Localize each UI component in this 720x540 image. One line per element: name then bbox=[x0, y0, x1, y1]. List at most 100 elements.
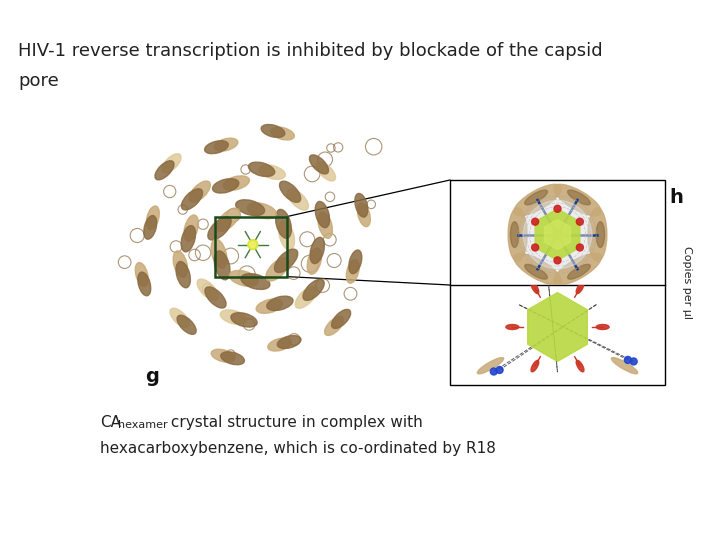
Bar bbox=[215, 217, 287, 276]
Circle shape bbox=[531, 244, 539, 251]
Circle shape bbox=[248, 240, 258, 249]
Circle shape bbox=[541, 248, 549, 255]
Ellipse shape bbox=[177, 315, 196, 334]
Ellipse shape bbox=[268, 338, 292, 351]
Ellipse shape bbox=[349, 250, 362, 274]
Ellipse shape bbox=[231, 313, 257, 327]
Ellipse shape bbox=[181, 189, 202, 210]
Ellipse shape bbox=[135, 262, 148, 286]
Text: h: h bbox=[669, 188, 683, 207]
Ellipse shape bbox=[279, 181, 301, 202]
Ellipse shape bbox=[355, 193, 368, 217]
Ellipse shape bbox=[310, 237, 325, 264]
Ellipse shape bbox=[261, 125, 285, 137]
Bar bbox=[450, 180, 665, 385]
Ellipse shape bbox=[146, 206, 159, 230]
Ellipse shape bbox=[531, 282, 539, 294]
Ellipse shape bbox=[170, 308, 189, 327]
Ellipse shape bbox=[162, 154, 181, 173]
Ellipse shape bbox=[221, 352, 244, 365]
Ellipse shape bbox=[144, 215, 157, 239]
Text: CA: CA bbox=[100, 415, 121, 430]
Ellipse shape bbox=[223, 176, 249, 190]
Circle shape bbox=[531, 218, 539, 225]
Ellipse shape bbox=[611, 357, 638, 374]
Ellipse shape bbox=[279, 221, 294, 250]
Ellipse shape bbox=[266, 258, 289, 281]
Ellipse shape bbox=[510, 222, 519, 247]
Ellipse shape bbox=[204, 141, 228, 154]
Ellipse shape bbox=[241, 274, 270, 289]
Ellipse shape bbox=[276, 210, 292, 238]
Ellipse shape bbox=[567, 265, 590, 279]
Ellipse shape bbox=[248, 162, 275, 177]
Circle shape bbox=[496, 367, 503, 374]
Ellipse shape bbox=[181, 226, 196, 252]
Ellipse shape bbox=[211, 349, 235, 362]
Ellipse shape bbox=[325, 316, 343, 335]
Ellipse shape bbox=[588, 208, 607, 261]
Circle shape bbox=[554, 257, 561, 264]
Circle shape bbox=[576, 244, 583, 251]
Ellipse shape bbox=[155, 161, 174, 180]
Text: hexacarboxybenzene, which is co-ordinated by R18: hexacarboxybenzene, which is co-ordinate… bbox=[100, 441, 496, 456]
Circle shape bbox=[552, 231, 560, 239]
Ellipse shape bbox=[229, 271, 258, 286]
Ellipse shape bbox=[567, 190, 590, 205]
Ellipse shape bbox=[267, 296, 293, 310]
Ellipse shape bbox=[525, 190, 547, 205]
Ellipse shape bbox=[525, 265, 547, 279]
Ellipse shape bbox=[176, 261, 190, 288]
Ellipse shape bbox=[184, 215, 199, 241]
Ellipse shape bbox=[256, 299, 282, 313]
Ellipse shape bbox=[174, 251, 187, 277]
Circle shape bbox=[523, 200, 592, 269]
Ellipse shape bbox=[576, 282, 584, 294]
Ellipse shape bbox=[197, 279, 218, 300]
Circle shape bbox=[541, 245, 549, 252]
Ellipse shape bbox=[318, 212, 333, 238]
Circle shape bbox=[554, 205, 561, 212]
Circle shape bbox=[576, 218, 583, 225]
Circle shape bbox=[490, 368, 498, 375]
Ellipse shape bbox=[506, 325, 519, 329]
Circle shape bbox=[554, 231, 563, 239]
Ellipse shape bbox=[271, 127, 294, 140]
Ellipse shape bbox=[576, 360, 584, 372]
Ellipse shape bbox=[189, 181, 210, 202]
Ellipse shape bbox=[514, 253, 562, 285]
Ellipse shape bbox=[215, 251, 230, 280]
Ellipse shape bbox=[346, 260, 359, 283]
Ellipse shape bbox=[259, 165, 285, 179]
Ellipse shape bbox=[554, 253, 601, 285]
Ellipse shape bbox=[248, 203, 276, 219]
Text: Copies per μl: Copies per μl bbox=[682, 246, 692, 319]
Ellipse shape bbox=[277, 335, 301, 348]
Ellipse shape bbox=[235, 200, 265, 215]
Ellipse shape bbox=[214, 138, 238, 151]
Ellipse shape bbox=[217, 208, 240, 232]
Ellipse shape bbox=[508, 208, 527, 261]
Ellipse shape bbox=[303, 279, 324, 300]
Text: HIV-1 reverse transcription is inhibited by blockade of the capsid: HIV-1 reverse transcription is inhibited… bbox=[18, 42, 603, 60]
Ellipse shape bbox=[307, 248, 322, 274]
Circle shape bbox=[554, 232, 562, 240]
Circle shape bbox=[630, 358, 637, 365]
Ellipse shape bbox=[220, 310, 246, 324]
Ellipse shape bbox=[310, 155, 328, 174]
Ellipse shape bbox=[514, 184, 562, 216]
Circle shape bbox=[624, 356, 631, 363]
Text: hexamer: hexamer bbox=[118, 420, 168, 430]
Ellipse shape bbox=[596, 222, 605, 247]
Ellipse shape bbox=[138, 272, 150, 296]
Ellipse shape bbox=[357, 203, 370, 227]
Text: crystal structure in complex with: crystal structure in complex with bbox=[166, 415, 423, 430]
Ellipse shape bbox=[212, 179, 239, 193]
Circle shape bbox=[554, 230, 562, 238]
Ellipse shape bbox=[287, 189, 308, 210]
Circle shape bbox=[250, 241, 256, 248]
Ellipse shape bbox=[205, 287, 226, 308]
Ellipse shape bbox=[295, 287, 316, 308]
Ellipse shape bbox=[274, 249, 298, 273]
Ellipse shape bbox=[332, 309, 351, 328]
